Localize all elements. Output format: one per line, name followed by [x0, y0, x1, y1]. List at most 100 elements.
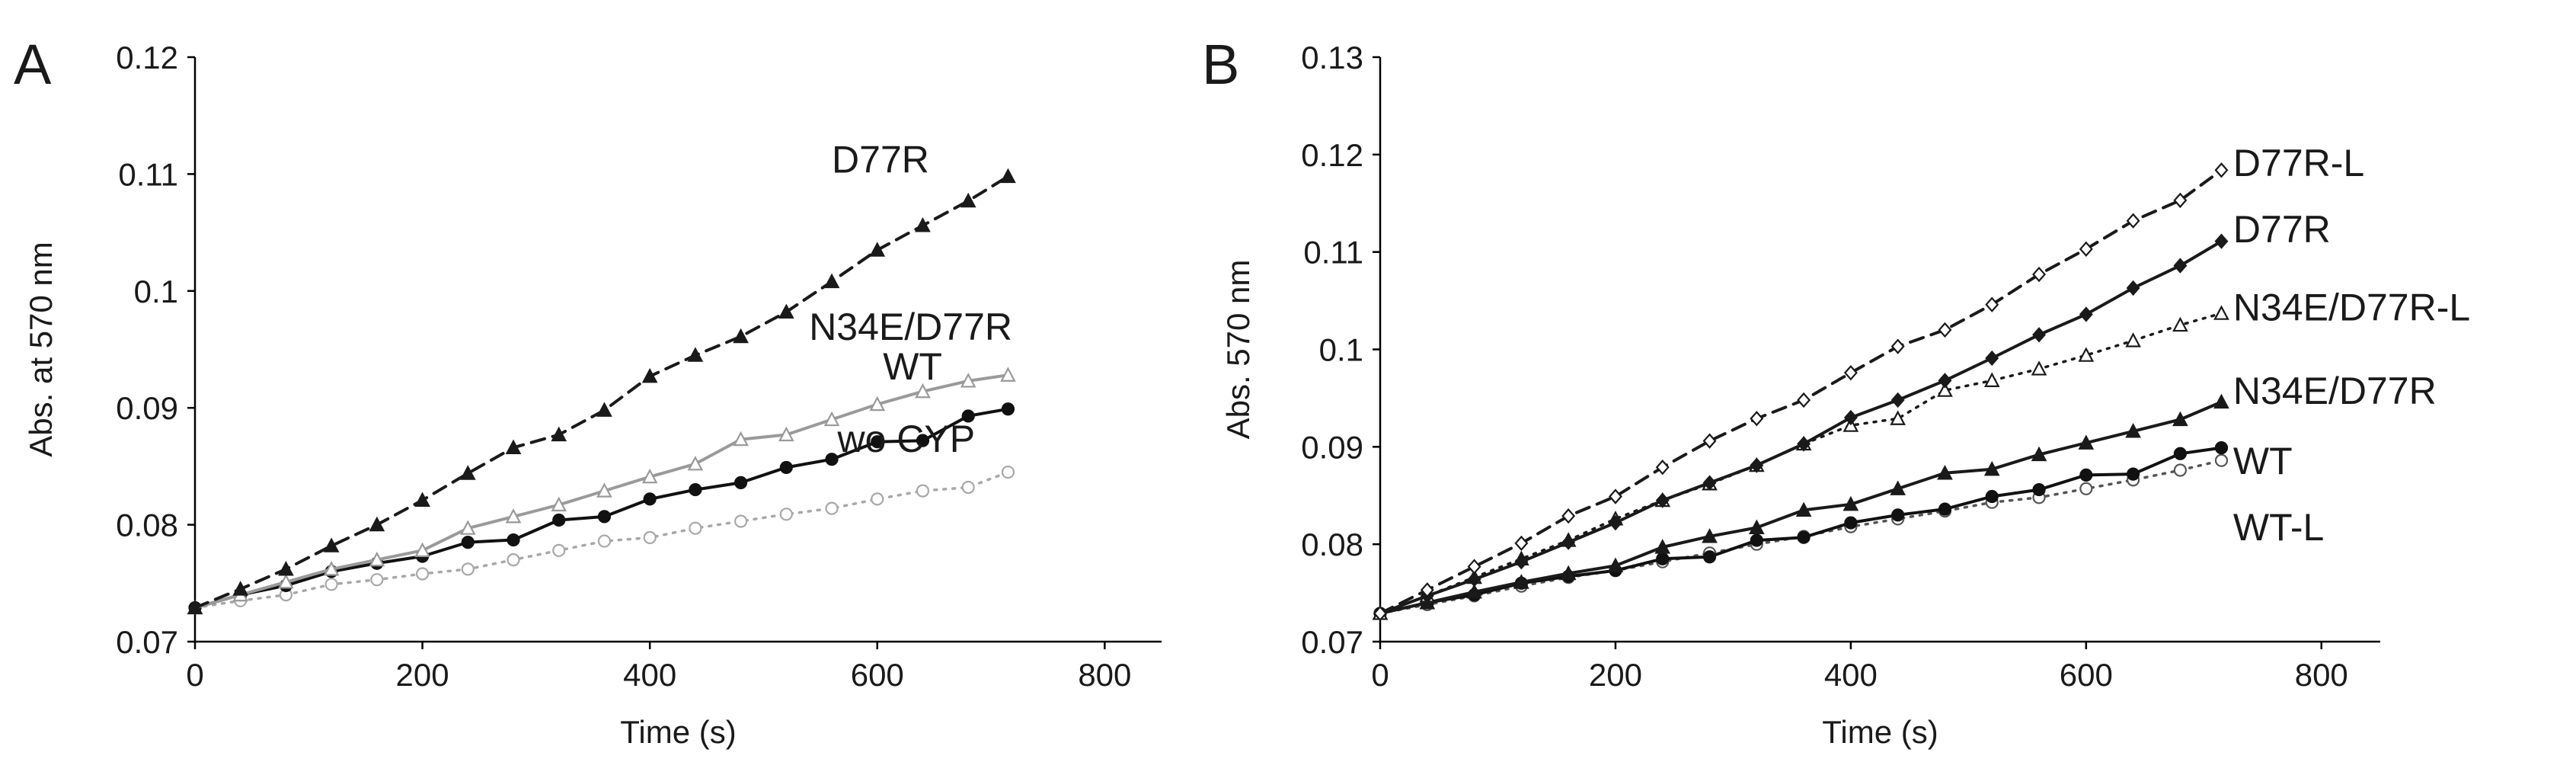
panel-a-data-point — [961, 480, 975, 495]
panel-b-data-point — [2173, 447, 2187, 460]
panel-b-series-line — [1379, 239, 2223, 615]
panel-b-data-point — [1938, 502, 1952, 516]
panel-b-series-label: N34E/D77R-L — [2233, 286, 2470, 328]
panel-a-x-tick-label: 0 — [186, 657, 203, 693]
panel-a-data-point — [871, 435, 884, 449]
panel-b-y-tick-label: 0.11 — [1303, 235, 1363, 271]
panel-a-data-point — [643, 530, 657, 545]
panel-b-data-point — [2079, 241, 2093, 257]
panel-b-data-point — [2125, 423, 2141, 438]
panel-b-data-point — [2078, 347, 2095, 362]
panel-a-data-point — [825, 453, 839, 466]
panel-a-y-tick-label: 0.12 — [116, 40, 178, 75]
panel-b-data-point — [1513, 574, 1529, 589]
panel-a-x-axis-title: Time (s) — [620, 714, 736, 750]
panel-b-series-label: WT — [2233, 440, 2293, 482]
panel-a-data-point — [507, 533, 520, 547]
panel-b-data-point — [2214, 441, 2229, 455]
panel-b-data-point — [2214, 453, 2229, 467]
panel-b-data-point — [1607, 557, 1624, 572]
panel-b-data-point — [1795, 501, 1812, 517]
panel-b-y-tick-label: 0.12 — [1301, 137, 1363, 173]
panel-a-data-point — [869, 242, 886, 257]
panel-b-data-point — [1843, 365, 1858, 381]
panel-a-data-point — [369, 516, 385, 532]
panel-a-series-label: N34E/D77R — [809, 306, 1012, 348]
panel-a-data-point — [551, 426, 567, 442]
panel-b-data-point — [2214, 162, 2229, 178]
panel-b-data-point — [2079, 468, 2093, 482]
panel-a-data-point — [871, 492, 884, 506]
panel-a-data-point — [507, 553, 520, 567]
panel-b-data-point — [1702, 528, 1718, 543]
panel-b-data-point — [2126, 280, 2140, 296]
panel-b-x-tick-label: 800 — [2295, 657, 2348, 693]
panel-a-letter: A — [14, 33, 52, 96]
panel-b-data-point — [1654, 539, 1671, 554]
panel-a-data-point — [414, 492, 430, 507]
panel-b-data-point — [2173, 192, 2188, 209]
panel-b-data-point — [2214, 233, 2229, 249]
panel-b-data-point — [1890, 410, 1906, 425]
panel-b-data-point — [1655, 460, 1670, 476]
panel-b-data-point — [2078, 434, 2095, 450]
panel-a-data-point — [733, 328, 749, 344]
panel-b-data-point — [1608, 488, 1622, 504]
panel-b-data-point — [1467, 572, 1481, 588]
panel-b-data-point — [1750, 411, 1764, 427]
panel-a-data-point — [505, 508, 522, 524]
panel-a-data-point — [596, 482, 612, 498]
panel-b-y-tick-label: 0.08 — [1301, 527, 1363, 562]
panel-a-data-point — [778, 303, 794, 319]
panel-b-x-tick-label: 400 — [1824, 657, 1878, 693]
panel-a-data-point — [733, 431, 749, 447]
panel-a-data-point — [915, 383, 931, 399]
panel-b-data-point — [1797, 530, 1811, 544]
panel-b-y-tick-label: 0.09 — [1301, 429, 1363, 465]
panel-a-data-point — [687, 455, 704, 471]
panel-a-data-point — [823, 273, 840, 289]
panel-a-data-point — [232, 581, 249, 596]
panel-a-data-point — [369, 551, 385, 567]
panel-a-data-point — [370, 573, 384, 587]
panel-a-data-point — [1001, 402, 1015, 416]
panel-a-data-point — [414, 542, 430, 557]
panel-b-data-point — [1797, 436, 1811, 452]
panel-a-y-tick-label: 0.1 — [134, 274, 178, 309]
panel-a-y-tick-label: 0.07 — [116, 624, 178, 660]
panel-b-data-point — [1702, 433, 1717, 449]
panel-a-data-point — [779, 508, 793, 521]
panel-b-data-point — [1985, 296, 1999, 312]
panel-b-data-point — [1843, 495, 1859, 511]
panel-a-data-point — [734, 476, 748, 489]
panel-b-series-label: D77R — [2233, 208, 2331, 251]
chart-panel-a: A 0.07 0.08 0.09 0.1 0.11 0.12 0 200 400 600 800 Tim… — [14, 33, 1162, 750]
panel-a-x-tick-label: 800 — [1078, 657, 1131, 693]
panel-b-data-point — [1938, 322, 1952, 338]
panel-b-series-d77r-l — [1373, 162, 2229, 622]
panel-b-series-label: N34E/D77R — [2233, 370, 2437, 412]
panel-a-data-point — [689, 482, 702, 497]
panel-a-data-point — [551, 496, 567, 512]
panel-b-data-point — [1985, 489, 1999, 504]
panel-a-data-point — [461, 562, 475, 576]
panel-b-x-axis-title: Time (s) — [1822, 714, 1938, 750]
panel-b-data-point — [1891, 508, 1905, 522]
panel-a-data-point — [324, 578, 338, 591]
panel-a-series-label: D77R — [832, 138, 929, 181]
panel-b-data-point — [1655, 492, 1670, 508]
panel-a-data-point — [1001, 465, 1015, 479]
panel-b-data-point — [1750, 533, 1763, 547]
panel-b-data-point — [2032, 327, 2047, 343]
panel-a-y-tick-label: 0.11 — [118, 156, 178, 192]
panel-b-data-point — [1466, 583, 1482, 599]
panel-b-data-point — [1514, 535, 1529, 552]
panel-a-data-point — [596, 402, 612, 417]
panel-a-data-point — [278, 573, 294, 589]
panel-a-data-point — [778, 426, 794, 442]
panel-a-data-point — [916, 434, 930, 447]
panel-a-data-point — [278, 561, 294, 576]
panel-a-data-point — [734, 514, 748, 528]
panel-b-data-point — [2173, 463, 2187, 477]
panel-b-y-axis-title: Abs. 570 nm — [1220, 260, 1256, 440]
